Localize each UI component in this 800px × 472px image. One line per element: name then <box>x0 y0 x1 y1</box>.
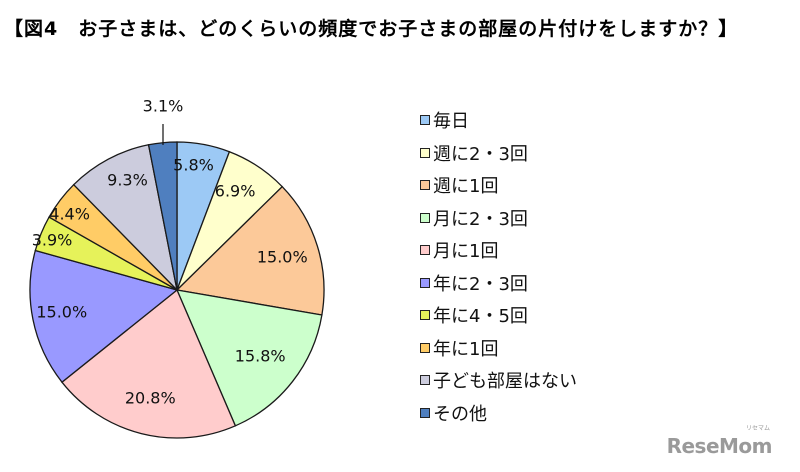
legend-label: 年に2・3回 <box>433 273 528 295</box>
legend-item-yearly-1: 年に1回 <box>420 332 577 365</box>
legend-swatch-icon <box>420 407 430 418</box>
legend: 毎日 週に2・3回 週に1回 月に2・3回 月に1回 年に2・3回 年に4・5回… <box>420 104 577 429</box>
slice-value-label: 3.1% <box>142 96 184 116</box>
legend-item-yearly-2-3: 年に2・3回 <box>420 267 577 300</box>
legend-swatch-icon <box>420 180 430 191</box>
slice-value-label: 15.0% <box>256 247 308 267</box>
pie-slices <box>29 141 325 439</box>
legend-item-no-room: 子ども部屋はない <box>420 364 577 397</box>
legend-swatch-icon <box>420 245 430 256</box>
legend-swatch-icon <box>420 342 430 353</box>
legend-item-yearly-4-5: 年に4・5回 <box>420 299 577 332</box>
watermark-logo: ReseMom <box>666 434 773 458</box>
pie-slice <box>72 144 179 293</box>
legend-item-other: その他 <box>420 397 577 430</box>
legend-label: 月に2・3回 <box>433 208 528 230</box>
legend-swatch-icon <box>420 212 430 223</box>
legend-label: 年に1回 <box>433 338 499 360</box>
legend-swatch-icon <box>420 310 430 321</box>
slice-value-label: 15.8% <box>234 346 286 366</box>
legend-item-weekly-1: 週に1回 <box>420 169 577 202</box>
legend-item-weekly-2-3: 週に2・3回 <box>420 137 577 170</box>
slice-value-label: 15.0% <box>36 302 88 322</box>
pie-slice <box>29 249 179 384</box>
legend-label: 週に1回 <box>433 176 499 198</box>
legend-label: その他 <box>433 403 487 425</box>
legend-label: 年に4・5回 <box>433 306 528 328</box>
legend-swatch-icon <box>420 115 430 126</box>
slice-value-label: 3.9% <box>31 230 73 250</box>
slice-value-label: 9.3% <box>107 170 148 190</box>
slice-value-label: 5.8% <box>173 155 214 175</box>
legend-label: 毎日 <box>433 111 469 133</box>
watermark-kana: リセマム <box>745 425 770 432</box>
slice-value-label: 6.9% <box>214 181 256 201</box>
pie-slice <box>175 289 323 427</box>
legend-swatch-icon <box>420 147 430 158</box>
pie-slice <box>61 288 237 439</box>
pie-slice <box>175 185 325 316</box>
legend-item-monthly-2-3: 月に2・3回 <box>420 202 577 235</box>
legend-swatch-icon <box>420 277 430 288</box>
legend-item-monthly-1: 月に1回 <box>420 234 577 267</box>
legend-label: 週に2・3回 <box>433 143 528 165</box>
legend-label: 月に1回 <box>433 241 499 263</box>
slice-value-label: 4.4% <box>49 204 90 224</box>
legend-item-daily: 毎日 <box>420 104 577 137</box>
legend-swatch-icon <box>420 375 430 386</box>
slice-value-label: 20.8% <box>124 388 176 408</box>
chart-title: 【図4 お子さまは、どのくらいの頻度でお子さまの部屋の片付けをしますか？】 <box>4 18 739 40</box>
legend-label: 子ども部屋はない <box>433 371 577 393</box>
